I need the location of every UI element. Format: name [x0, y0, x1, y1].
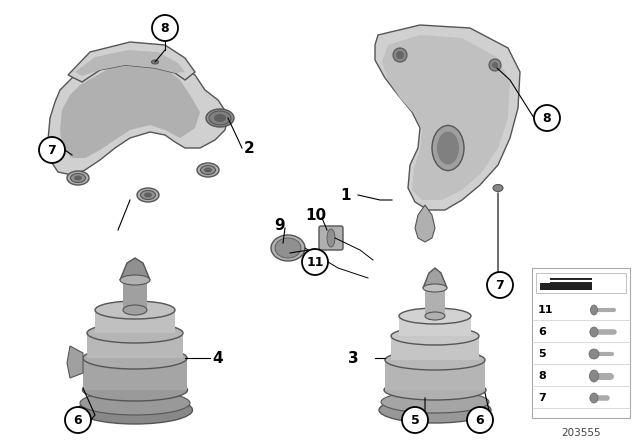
Polygon shape — [95, 310, 175, 333]
Text: 7: 7 — [495, 279, 504, 292]
Ellipse shape — [384, 380, 486, 400]
FancyBboxPatch shape — [536, 273, 626, 293]
Ellipse shape — [120, 275, 150, 285]
Ellipse shape — [425, 312, 445, 320]
Ellipse shape — [589, 370, 598, 382]
Circle shape — [492, 62, 498, 68]
Ellipse shape — [137, 188, 159, 202]
Circle shape — [396, 51, 404, 59]
Text: 5: 5 — [538, 349, 546, 359]
Ellipse shape — [80, 391, 190, 415]
Circle shape — [152, 15, 178, 41]
Ellipse shape — [70, 173, 86, 182]
Ellipse shape — [204, 168, 212, 172]
Polygon shape — [75, 50, 185, 76]
Polygon shape — [123, 280, 147, 310]
Polygon shape — [399, 316, 471, 336]
Ellipse shape — [391, 327, 479, 345]
Polygon shape — [48, 55, 228, 175]
Polygon shape — [87, 333, 183, 358]
Circle shape — [487, 272, 513, 298]
Circle shape — [393, 48, 407, 62]
Ellipse shape — [432, 125, 464, 171]
Text: 7: 7 — [47, 143, 56, 156]
Text: 6: 6 — [476, 414, 484, 426]
Text: 1: 1 — [340, 188, 351, 202]
Ellipse shape — [152, 60, 159, 64]
Text: 10: 10 — [305, 207, 326, 223]
Ellipse shape — [95, 301, 175, 319]
Circle shape — [302, 249, 328, 275]
Polygon shape — [540, 278, 592, 290]
Ellipse shape — [327, 229, 335, 247]
Ellipse shape — [214, 114, 226, 122]
Ellipse shape — [590, 327, 598, 337]
Polygon shape — [67, 346, 83, 378]
Polygon shape — [415, 205, 435, 242]
Polygon shape — [425, 288, 445, 316]
Circle shape — [467, 407, 493, 433]
Ellipse shape — [379, 397, 491, 423]
Circle shape — [65, 407, 91, 433]
Text: 8: 8 — [161, 22, 170, 34]
Ellipse shape — [275, 238, 301, 258]
Polygon shape — [68, 42, 195, 82]
Polygon shape — [382, 35, 510, 200]
Text: 8: 8 — [538, 371, 546, 381]
Ellipse shape — [493, 185, 503, 191]
Ellipse shape — [591, 305, 598, 315]
Ellipse shape — [87, 323, 183, 343]
Text: 9: 9 — [275, 217, 285, 233]
Ellipse shape — [123, 305, 147, 315]
Ellipse shape — [83, 379, 188, 401]
Text: 3: 3 — [348, 350, 358, 366]
Text: 11: 11 — [307, 255, 324, 268]
Ellipse shape — [590, 393, 598, 403]
Text: 7: 7 — [538, 393, 546, 403]
FancyBboxPatch shape — [532, 268, 630, 418]
Polygon shape — [83, 358, 187, 390]
FancyBboxPatch shape — [319, 226, 343, 250]
Polygon shape — [423, 268, 447, 288]
Polygon shape — [391, 336, 479, 360]
Text: 5: 5 — [411, 414, 419, 426]
Ellipse shape — [197, 163, 219, 177]
Ellipse shape — [141, 190, 156, 199]
Ellipse shape — [271, 235, 305, 261]
Ellipse shape — [209, 111, 231, 125]
Circle shape — [589, 349, 599, 359]
Ellipse shape — [206, 109, 234, 127]
Polygon shape — [385, 360, 485, 390]
Circle shape — [39, 137, 65, 163]
Circle shape — [534, 105, 560, 131]
Ellipse shape — [83, 347, 187, 369]
Ellipse shape — [381, 391, 489, 413]
Ellipse shape — [74, 176, 82, 181]
Polygon shape — [60, 62, 200, 158]
Text: 2: 2 — [244, 141, 255, 155]
Text: 4: 4 — [212, 350, 223, 366]
Text: 6: 6 — [74, 414, 83, 426]
Ellipse shape — [144, 193, 152, 198]
Text: 6: 6 — [538, 327, 546, 337]
Text: 203555: 203555 — [561, 428, 601, 438]
Circle shape — [402, 407, 428, 433]
Ellipse shape — [200, 165, 216, 175]
Circle shape — [489, 59, 501, 71]
Polygon shape — [375, 25, 520, 210]
Ellipse shape — [437, 132, 459, 164]
Text: 8: 8 — [543, 112, 551, 125]
Ellipse shape — [385, 350, 485, 370]
Ellipse shape — [423, 284, 447, 292]
Ellipse shape — [67, 171, 89, 185]
Ellipse shape — [77, 396, 193, 424]
Polygon shape — [120, 258, 150, 280]
Text: 11: 11 — [538, 305, 554, 315]
Ellipse shape — [399, 308, 471, 324]
